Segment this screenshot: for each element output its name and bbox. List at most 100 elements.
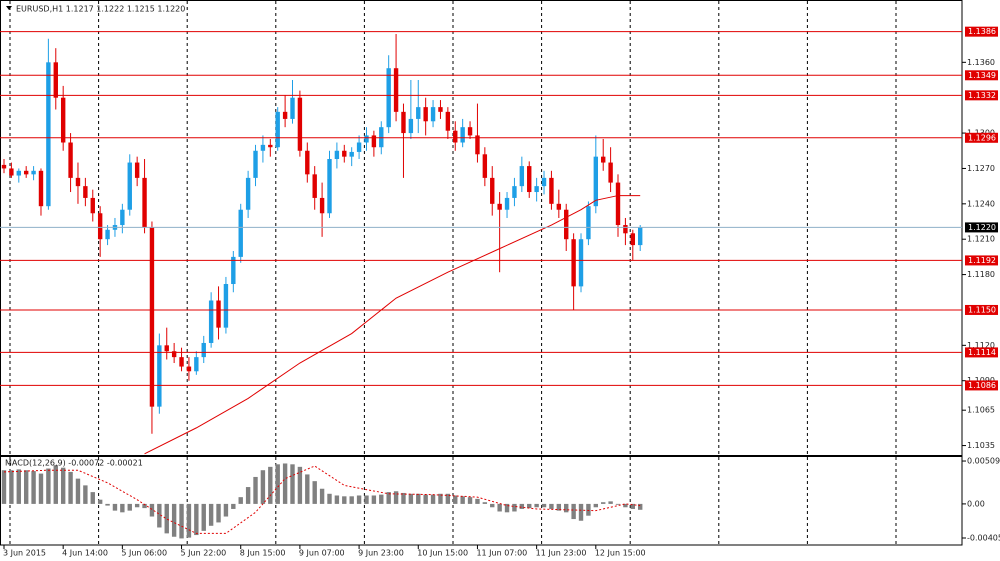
candle-body (75, 177, 81, 187)
macd-bar (186, 503, 192, 538)
candle-body (275, 111, 280, 148)
level-label-box (965, 70, 998, 81)
x-tick-label: 12 Jun 15:00 (595, 549, 646, 558)
macd-bar (201, 503, 206, 531)
candle-body (527, 166, 532, 193)
macd-bar (490, 503, 495, 508)
candle-body (408, 118, 414, 134)
macd-bar (149, 503, 155, 517)
macd-bar (556, 503, 562, 511)
macd-bar (334, 495, 340, 504)
x-tick-label: 3 Jun 2015 (3, 549, 46, 558)
x-tick-label: 5 Jun 06:00 (121, 549, 167, 558)
candle-body (201, 342, 206, 358)
level-label-box (965, 255, 998, 266)
macd-bar (593, 503, 599, 508)
candle-body (423, 107, 428, 122)
x-tick-label: 11 Jun 23:00 (536, 549, 587, 558)
macd-bar (564, 503, 569, 513)
x-tick-label: 5 Jun 22:00 (181, 549, 227, 558)
candle-body (393, 68, 399, 112)
macd-bar (482, 502, 488, 504)
macd-bar (319, 488, 325, 504)
x-tick-label: 9 Jun 23:00 (358, 549, 404, 558)
y-tick-label: 1.1270 (967, 164, 995, 173)
candle-body (401, 111, 406, 134)
macd-bar (342, 496, 347, 504)
macd-bar (312, 481, 317, 504)
macd-bar (297, 466, 303, 504)
macd-bar (31, 471, 36, 504)
candle-body (504, 197, 510, 210)
candle-body (416, 107, 421, 119)
candle-body (223, 284, 229, 328)
x-tick-label: 8 Jun 15:00 (240, 549, 286, 558)
macd-bar (238, 497, 243, 504)
macd-bar (275, 464, 280, 504)
candle-body (578, 239, 584, 287)
macd-bar (1, 470, 7, 504)
macd-bar (179, 503, 184, 539)
candle-body (327, 159, 332, 214)
candle-body (356, 142, 362, 152)
candle-body (512, 186, 517, 198)
signal-line (3, 465, 641, 534)
y-tick-label: 1.1210 (967, 235, 995, 244)
macd-bar (268, 466, 273, 504)
macd-bar (97, 499, 103, 504)
candle-body (83, 186, 88, 198)
candle-body (601, 156, 606, 163)
candle-body (290, 97, 295, 119)
macd-bar (445, 493, 451, 504)
macd-bar (90, 492, 95, 504)
candle-body (475, 135, 480, 155)
macd-bar (223, 503, 229, 517)
candle-body (90, 197, 95, 214)
candle-body (453, 130, 458, 143)
candle-body (386, 68, 391, 128)
x-tick-label: 10 Jun 15:00 (417, 549, 468, 558)
macd-bar (497, 503, 502, 512)
candle-body (134, 162, 140, 178)
macd-bar (534, 503, 539, 508)
candle-body (186, 366, 192, 372)
candle-body (9, 168, 14, 176)
candle-body (260, 144, 266, 151)
candle-body (430, 107, 436, 122)
candle-body (630, 233, 636, 246)
candle-body (164, 345, 169, 352)
macd-bar (430, 494, 436, 504)
macd-bar (601, 502, 606, 504)
candle-body (142, 177, 147, 228)
level-label-box (965, 26, 998, 37)
candle-body (593, 156, 599, 207)
x-tick-label: 9 Jun 07:00 (299, 549, 345, 558)
candle-body (586, 206, 591, 240)
candle-body (194, 357, 199, 372)
level-label: 1.1086 (968, 381, 996, 390)
macd-bar (194, 503, 199, 536)
candle-body (216, 300, 221, 328)
macd-bar (305, 474, 310, 504)
macd-bar (349, 496, 354, 504)
candle-body (149, 227, 155, 407)
y-tick-label: 1.1120 (967, 341, 995, 350)
candle-body (53, 62, 58, 98)
candle-body (615, 182, 621, 226)
macd-bar (571, 503, 576, 520)
macd-bar (460, 496, 465, 504)
moving-average (144, 195, 641, 455)
macd-bar (142, 503, 147, 509)
level-label-box (965, 90, 998, 101)
candle-body (23, 170, 29, 175)
macd-bar (208, 503, 214, 526)
macd-bar (408, 493, 414, 504)
candle-body (445, 111, 451, 131)
macd-bar (60, 467, 66, 504)
level-label: 1.1114 (968, 348, 996, 357)
candle-body (268, 144, 273, 148)
level-label-box (965, 304, 998, 315)
candle-body (549, 177, 554, 204)
